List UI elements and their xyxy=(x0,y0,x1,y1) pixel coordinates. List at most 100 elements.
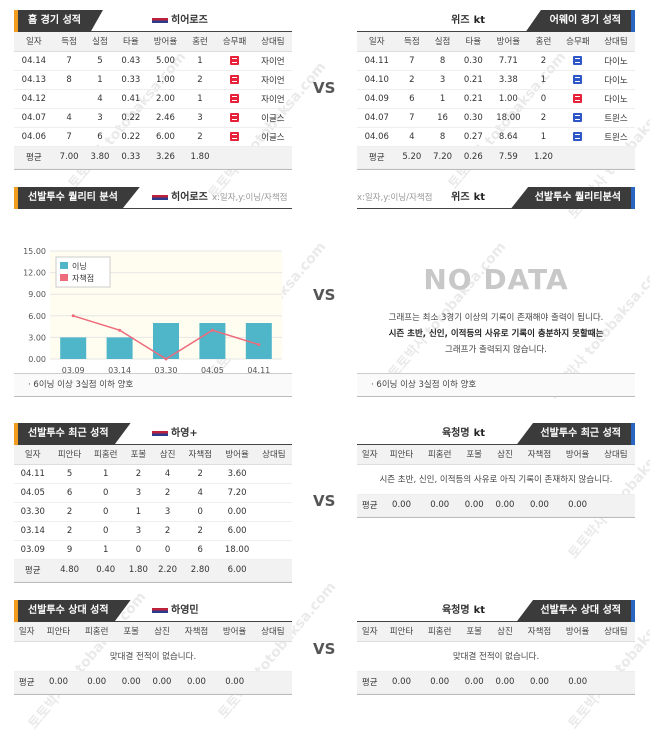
table-cell: 04.14 xyxy=(14,51,54,71)
heroes-logo-icon xyxy=(152,430,168,436)
quality-right-panel: x:일자,y:이닝/자책점 위즈 kt 선발투수 퀄리티분석 NO DATA 그래… xyxy=(357,187,635,397)
table-cell: 2 xyxy=(184,127,216,147)
table-cell: 자이언 xyxy=(253,51,292,71)
table-cell: 0.00 xyxy=(77,671,116,694)
table-cell: 트윈스 xyxy=(596,127,635,147)
table-cell: 04.11 xyxy=(14,464,52,484)
table-cell: 0.00 xyxy=(558,494,597,517)
table-cell: 평균 xyxy=(14,146,54,169)
no-record-message: 맞대결 전적이 없습니다. xyxy=(357,641,635,672)
table-cell: 1 xyxy=(87,464,124,484)
versus-left-table: 일자 피안타 피홈런 포볼 삼진 자책점 방어율 상대팀 맞대결 전적이 없습니다. 평균 0.… xyxy=(14,622,292,694)
table-cell: 0.00 xyxy=(458,494,490,517)
versus-right-table: 일자 피안타 피홈런 포볼 삼진 자책점 방어율 상대팀 맞대결 전적이 없습니다. 평균 0.… xyxy=(357,622,635,694)
nodata-label: NO DATA xyxy=(423,263,569,296)
y-tick-label: 12.00 xyxy=(23,269,46,278)
table-cell: 0.22 xyxy=(115,108,147,128)
table-cell: 자이언 xyxy=(253,89,292,109)
table-cell: 5.00 xyxy=(146,51,185,71)
table-cell: 2 xyxy=(528,51,559,71)
table-header-row: 일자 득점 실점 타율 방어율 홈런 승무패 상대팀 xyxy=(357,32,635,52)
loss-result-icon xyxy=(573,131,583,141)
legend-swatch-innings xyxy=(60,262,68,269)
heroes-logo-icon xyxy=(152,194,168,200)
table-cell: 18.00 xyxy=(218,540,256,560)
column-header: 방어율 xyxy=(215,622,254,642)
table-cell: 2 xyxy=(123,464,153,484)
table-row: 04.05 6 0 3 2 4 7.20 xyxy=(14,483,292,503)
table-body: 04.11 5 1 2 4 2 3.60 04.05 6 0 3 2 4 7.20 03.30 2 0 1 3 0 0.… xyxy=(14,464,292,560)
heroes-logo-icon xyxy=(152,607,168,613)
table-cell: 2 xyxy=(51,502,88,522)
table-cell xyxy=(596,146,635,169)
home-record-panel: 홈 경기 성적 히어로즈 일자 득점 실점 타율 방어율 홈런 승무패 상대팀 04.14 7 5… xyxy=(14,10,292,170)
versus-right-pitcher: 육청명 kt xyxy=(441,605,485,616)
table-cell: 0.00 xyxy=(489,494,521,517)
table-cell: 트윈스 xyxy=(596,108,635,128)
result-cell xyxy=(558,89,597,109)
table-cell: 7.20 xyxy=(218,483,256,503)
quality-left-panel: 선발투수 퀄리티 분석 히어로즈 x:일자,y:이닝/자책점 15.00 12.0… xyxy=(14,187,292,397)
table-cell: 0.41 xyxy=(115,89,147,109)
column-header: 자책점 xyxy=(520,445,559,465)
column-header: 방어율 xyxy=(558,622,597,642)
win-result-icon xyxy=(230,55,240,65)
table-cell: 0.00 xyxy=(458,671,490,694)
table-cell: 2 xyxy=(528,108,559,128)
away-team-label: 위즈 kt xyxy=(451,15,485,26)
table-cell: 0.00 xyxy=(115,671,147,694)
table-cell: 6.00 xyxy=(218,559,256,582)
table-cell: 2 xyxy=(51,521,88,541)
table-cell: 04.12 xyxy=(14,89,54,109)
column-header: 자책점 xyxy=(520,622,559,642)
table-cell: 7.20 xyxy=(427,146,458,169)
table-cell: 1 xyxy=(84,70,116,90)
quality-left-title: 선발투수 퀄리티 분석 xyxy=(14,187,140,209)
table-cell: 0.00 xyxy=(420,494,459,517)
table-cell: 평균 xyxy=(14,671,40,694)
table-row: 04.10 2 3 0.21 3.38 1 다이노 xyxy=(357,70,635,90)
win-result-icon xyxy=(230,112,240,122)
table-cell: 0 xyxy=(123,540,153,560)
table-cell: 7 xyxy=(396,51,428,71)
table-cell: 8 xyxy=(53,70,85,90)
bar-innings xyxy=(60,337,87,359)
x-tick-label: 03.30 xyxy=(155,366,178,374)
table-cell: 1 xyxy=(184,89,216,109)
column-header: 방어율 xyxy=(146,32,185,52)
table-row: 04.06 7 6 0.22 6.00 2 이글스 xyxy=(14,127,292,147)
table-cell: 7 xyxy=(396,108,428,128)
table-cell: 2 xyxy=(182,464,219,484)
versus-left-panel: 선발투수 상대 성적 하영민 일자 피안타 피홈런 포볼 삼진 자책점 방어율 상대팀 맞대결… xyxy=(14,600,292,695)
table-cell: 1 xyxy=(427,89,458,109)
recent-left-table: 일자 피안타 피홈런 포볼 삼진 자책점 방어율 상대팀 04.11 5 1 2 4 2 3.60 04.0… xyxy=(14,445,292,582)
win-result-icon xyxy=(230,131,240,141)
column-header: 포볼 xyxy=(458,445,490,465)
x-tick-label: 04.05 xyxy=(201,366,224,374)
table-cell: 5 xyxy=(84,51,116,71)
table-cell: 4 xyxy=(84,89,116,109)
table-row: 04.06 4 8 0.27 8.64 1 트윈스 xyxy=(357,127,635,147)
result-cell xyxy=(558,108,597,128)
table-cell: 0.00 xyxy=(520,671,559,694)
table-row: 04.07 7 16 0.30 18.00 2 트윈스 xyxy=(357,108,635,128)
table-cell: 4 xyxy=(182,483,219,503)
table-cell: 0.00 xyxy=(215,671,254,694)
average-row: 평균 4.80 0.40 1.80 2.20 2.80 6.00 xyxy=(14,559,292,582)
table-cell: 1 xyxy=(184,51,216,71)
table-cell: 3.60 xyxy=(218,464,256,484)
vs-label: VS xyxy=(313,640,336,658)
column-header: 피홈런 xyxy=(77,622,116,642)
nodata-message: 그래프는 최소 3경기 이상의 기록이 존재해야 출력이 됩니다. 시즌 초반,… xyxy=(388,313,604,355)
column-header: 피홈런 xyxy=(420,445,459,465)
table-cell xyxy=(255,540,292,560)
column-header: 타율 xyxy=(457,32,489,52)
table-cell: 1 xyxy=(528,70,559,90)
average-row: 평균 0.00 0.00 0.00 0.00 0.00 0.00 xyxy=(14,671,292,694)
x-tick-label: 03.14 xyxy=(108,366,131,374)
table-cell xyxy=(255,464,292,484)
column-header: 홈런 xyxy=(184,32,216,52)
kt-logo-icon: kt xyxy=(473,605,485,616)
table-cell xyxy=(253,671,292,694)
recent-left-title: 선발투수 최근 성적 xyxy=(14,423,131,445)
